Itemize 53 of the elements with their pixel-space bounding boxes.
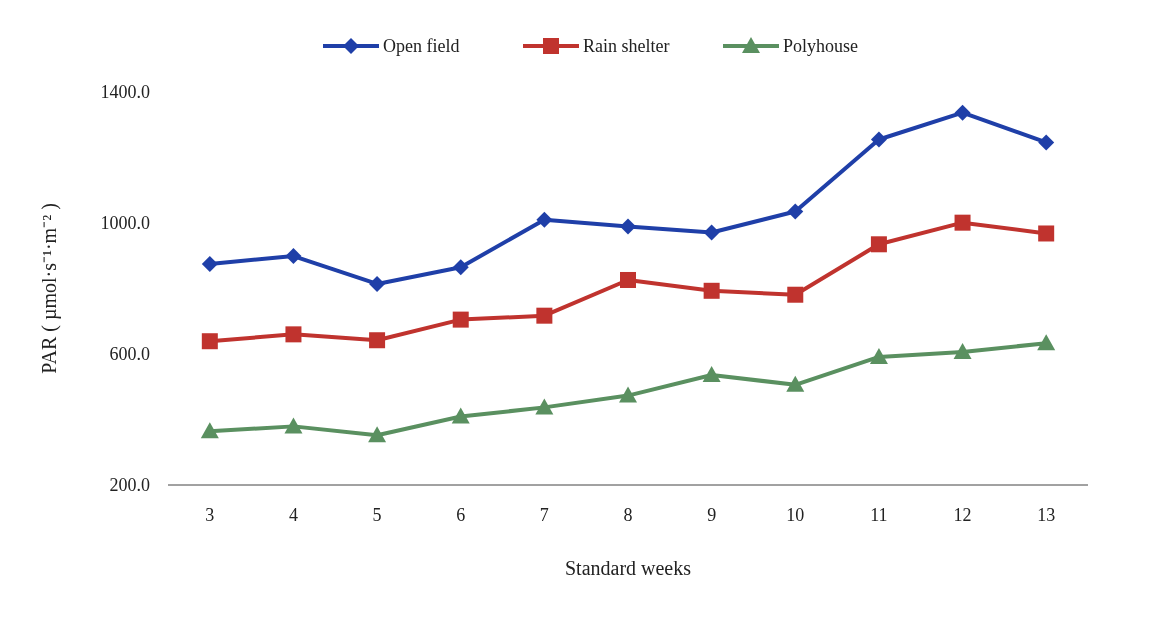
point bbox=[369, 332, 386, 349]
x-tick-label: 7 bbox=[539, 505, 549, 525]
x-axis-title: Standard weeks bbox=[564, 557, 692, 579]
point bbox=[869, 347, 888, 364]
legend-label: Open field bbox=[383, 36, 460, 57]
point bbox=[870, 131, 887, 148]
point bbox=[201, 255, 218, 272]
legend-label: Polyhouse bbox=[783, 36, 859, 57]
point bbox=[1037, 334, 1056, 351]
point bbox=[620, 271, 636, 288]
point bbox=[619, 386, 637, 403]
x-tick-label: 3 bbox=[205, 505, 215, 525]
point bbox=[702, 365, 721, 382]
x-tick-label: 12 bbox=[953, 505, 972, 525]
x-tick-label: 11 bbox=[870, 505, 888, 525]
point bbox=[451, 407, 470, 424]
point bbox=[369, 275, 386, 292]
x-tick-label: 5 bbox=[372, 505, 382, 525]
point bbox=[201, 333, 218, 350]
point bbox=[787, 286, 804, 303]
point bbox=[536, 211, 553, 228]
point bbox=[953, 343, 972, 360]
point bbox=[1038, 225, 1055, 242]
point bbox=[535, 398, 554, 415]
point bbox=[703, 224, 720, 241]
point bbox=[536, 307, 553, 324]
point bbox=[452, 311, 469, 328]
x-tick-label: 8 bbox=[623, 505, 633, 525]
x-tick-label: 10 bbox=[786, 505, 805, 525]
x-tick-label: 13 bbox=[1037, 505, 1056, 525]
point bbox=[1038, 134, 1055, 151]
point bbox=[200, 422, 219, 439]
x-tick-label: 9 bbox=[707, 505, 717, 525]
point bbox=[787, 203, 804, 220]
x-tick-label: 4 bbox=[288, 505, 298, 525]
point bbox=[954, 104, 971, 121]
legend-label: Rain shelter bbox=[583, 36, 670, 57]
y-tick-label: 1000.0 bbox=[100, 213, 150, 234]
point bbox=[452, 259, 469, 276]
y-tick-label: 200.0 bbox=[109, 475, 150, 496]
point bbox=[285, 326, 302, 343]
point bbox=[703, 282, 720, 299]
y-axis-title: PAR ( µmol·s⁻¹·m⁻² ) bbox=[38, 203, 61, 374]
point bbox=[954, 214, 971, 231]
point bbox=[620, 218, 636, 235]
point bbox=[368, 426, 387, 443]
point bbox=[786, 375, 805, 392]
y-tick-label: 600.0 bbox=[109, 344, 150, 365]
point bbox=[870, 236, 887, 253]
y-tick-label: 1400.0 bbox=[100, 82, 150, 103]
point bbox=[285, 248, 302, 265]
point bbox=[284, 417, 303, 434]
x-tick-label: 6 bbox=[456, 505, 466, 525]
